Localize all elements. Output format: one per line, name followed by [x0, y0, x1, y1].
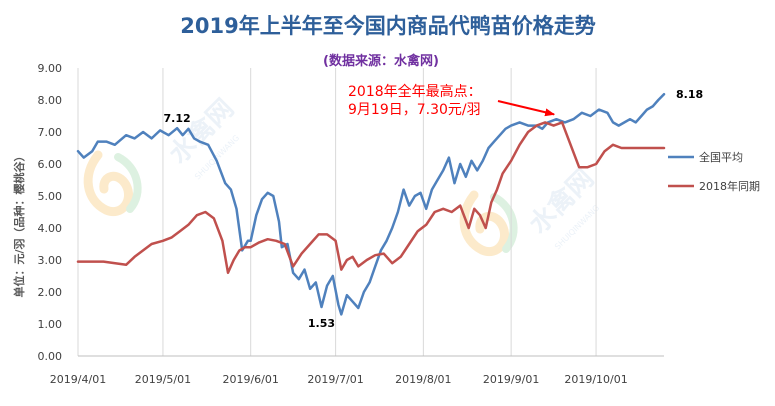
y-tick-label: 3.00	[38, 254, 63, 267]
x-tick-label: 2019/6/01	[222, 373, 278, 386]
x-tick-label: 2019/7/01	[307, 373, 363, 386]
y-tick-label: 9.00	[38, 62, 63, 75]
y-axis-ticks: 0.00 1.00 2.00 3.00 4.00 5.00 6.00 7.00 8.00 9.00	[38, 62, 63, 363]
watermark-logo	[459, 190, 518, 257]
legend-label: 全国平均	[699, 150, 743, 164]
watermark-text: 水禽网	[523, 163, 600, 240]
annotation-line-2: 9月19日，7.30元/羽	[348, 102, 481, 118]
data-label: 1.53	[308, 317, 335, 330]
data-label: 8.18	[676, 88, 703, 101]
legend-label: 2018年同期	[699, 179, 760, 193]
y-tick-label: 2.00	[38, 286, 63, 299]
chart-title: 2019年上半年至今国内商品代鸭苗价格走势	[180, 14, 595, 38]
annotation-line-1: 2018年全年最高点：	[348, 83, 482, 100]
y-tick-label: 8.00	[38, 94, 63, 107]
gridlines	[77, 68, 597, 356]
data-label: 7.12	[164, 112, 191, 125]
y-tick-label: 7.00	[38, 126, 63, 139]
chart-subtitle: (数据来源：水禽网)	[323, 53, 439, 69]
y-tick-label: 0.00	[38, 350, 63, 363]
annotation-arrow	[497, 100, 556, 117]
x-tick-label: 2019/10/01	[564, 373, 627, 386]
series-line-1	[76, 121, 666, 275]
watermark-logo	[83, 150, 142, 217]
y-axis-label: 单位：元/羽（品种：樱桃谷）	[12, 150, 26, 297]
x-tick-label: 2019/8/01	[395, 373, 451, 386]
annotation: 2018年全年最高点： 9月19日，7.30元/羽	[348, 83, 556, 118]
x-tick-label: 2019/4/01	[50, 373, 106, 386]
series-line-0	[76, 92, 666, 316]
y-tick-label: 1.00	[38, 318, 63, 331]
y-tick-label: 4.00	[38, 222, 63, 235]
x-tick-label: 2019/9/01	[483, 373, 539, 386]
x-axis-ticks: 2019/4/01 2019/5/01 2019/6/01 2019/7/01 2019…	[50, 373, 628, 386]
x-tick-label: 2019/5/01	[135, 373, 191, 386]
legend: 全国平均 2018年同期	[668, 150, 760, 193]
y-tick-label: 6.00	[38, 158, 63, 171]
y-tick-label: 5.00	[38, 190, 63, 203]
series-lines	[76, 92, 666, 316]
data-labels: 7.12 1.53 8.18	[164, 88, 704, 330]
